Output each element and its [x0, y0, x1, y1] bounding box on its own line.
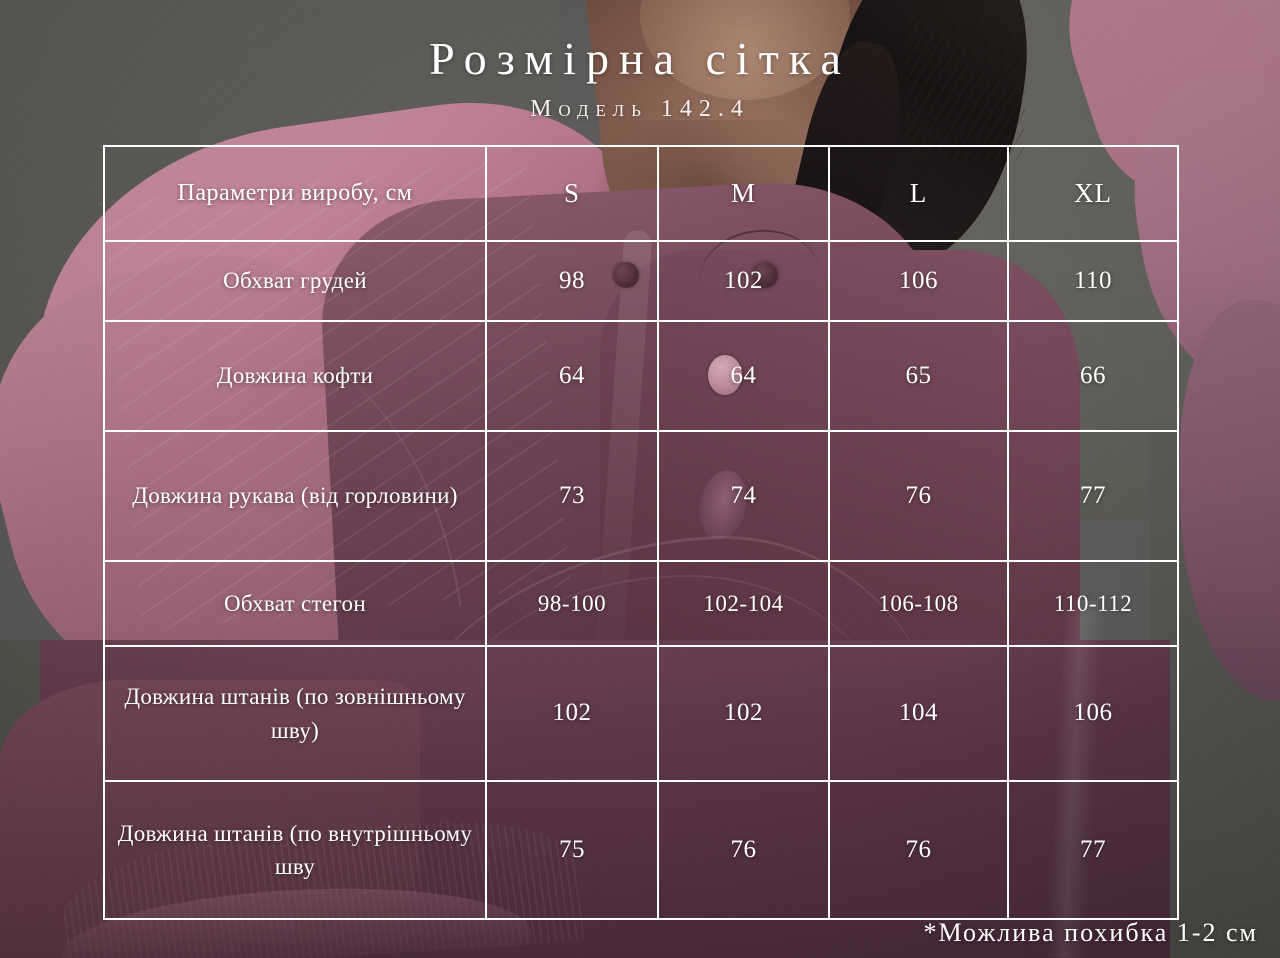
table-cell: 73	[487, 432, 659, 562]
table-cell: 77	[1009, 432, 1177, 562]
page-subtitle: Модель 142.4	[530, 96, 750, 122]
table-cell: 66	[1009, 322, 1177, 432]
size-table: Параметри виробу, см S M L XL Обхват гру…	[103, 145, 1179, 920]
table-cell: 102	[659, 647, 830, 782]
table-header-size-l: L	[830, 147, 1009, 242]
table-cell: 102	[487, 647, 659, 782]
page-title: Розмірна сітка	[429, 33, 851, 84]
table-cell: 102	[659, 242, 830, 322]
table-row: Обхват стегон	[105, 562, 487, 647]
table-row: Довжина рукава (від горловини)	[105, 432, 487, 562]
table-row: Довжина штанів (по внутрішньому шву	[105, 782, 487, 918]
table-cell: 64	[487, 322, 659, 432]
table-header-parameter: Параметри виробу, см	[105, 147, 487, 242]
table-cell: 110-112	[1009, 562, 1177, 647]
table-cell: 76	[659, 782, 830, 918]
table-row: Обхват грудей	[105, 242, 487, 322]
table-cell: 106-108	[830, 562, 1009, 647]
table-cell: 76	[830, 782, 1009, 918]
table-cell: 104	[830, 647, 1009, 782]
table-cell: 64	[659, 322, 830, 432]
table-header-size-xl: XL	[1009, 147, 1177, 242]
hoodie-pocket-seam-inner	[430, 575, 900, 757]
table-header-size-m: M	[659, 147, 830, 242]
hoodie-button-center	[708, 355, 742, 395]
table-cell: 76	[830, 432, 1009, 562]
model-hair-wisps	[905, 10, 1025, 160]
table-cell: 98	[487, 242, 659, 322]
table-cell: 74	[659, 432, 830, 562]
measurement-tolerance-note: *Можлива похибка 1-2 см	[923, 918, 1258, 947]
table-header-size-s: S	[487, 147, 659, 242]
table-cell: 65	[830, 322, 1009, 432]
table-cell: 75	[487, 782, 659, 918]
table-cell: 98-100	[487, 562, 659, 647]
hoodie-button-left	[613, 262, 639, 288]
hoodie-button-right	[752, 262, 778, 288]
table-cell: 106	[1009, 647, 1177, 782]
table-cell: 110	[1009, 242, 1177, 322]
table-cell: 102-104	[659, 562, 830, 647]
table-row: Довжина штанів (по зовнішньому шву)	[105, 647, 487, 782]
table-row: Довжина кофти	[105, 322, 487, 432]
table-cell: 77	[1080, 835, 1106, 863]
table-cell: 106	[830, 242, 1009, 322]
